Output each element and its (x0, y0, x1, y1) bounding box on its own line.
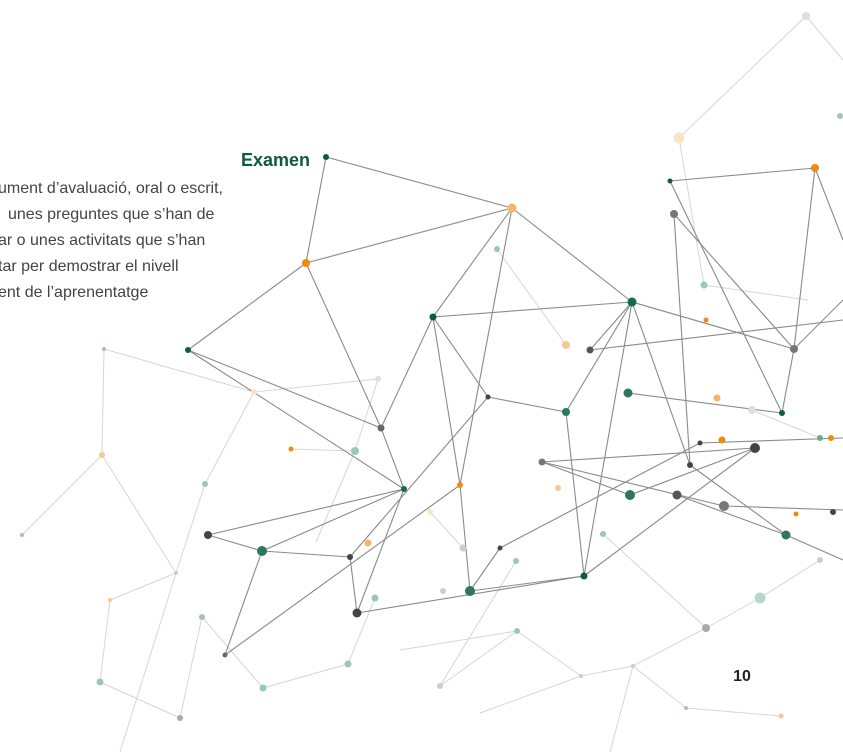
page-number: 10 (733, 668, 751, 685)
network-nodes (20, 12, 843, 721)
definition-line: unes preguntes que s’han de (8, 206, 214, 223)
definition-line: ent de l’aprenentatge (0, 284, 148, 301)
page: Examen ument d’avaluació, oral o escrit,… (0, 0, 843, 752)
definition-line: ar o unes activitats que s’han (0, 232, 205, 249)
term: Examen (241, 150, 310, 170)
definition-line: ument d’avaluació, oral o escrit, (0, 180, 223, 197)
network-light (22, 16, 843, 752)
network-dark (188, 157, 843, 655)
definition-line: tar per demostrar el nivell (0, 258, 179, 275)
